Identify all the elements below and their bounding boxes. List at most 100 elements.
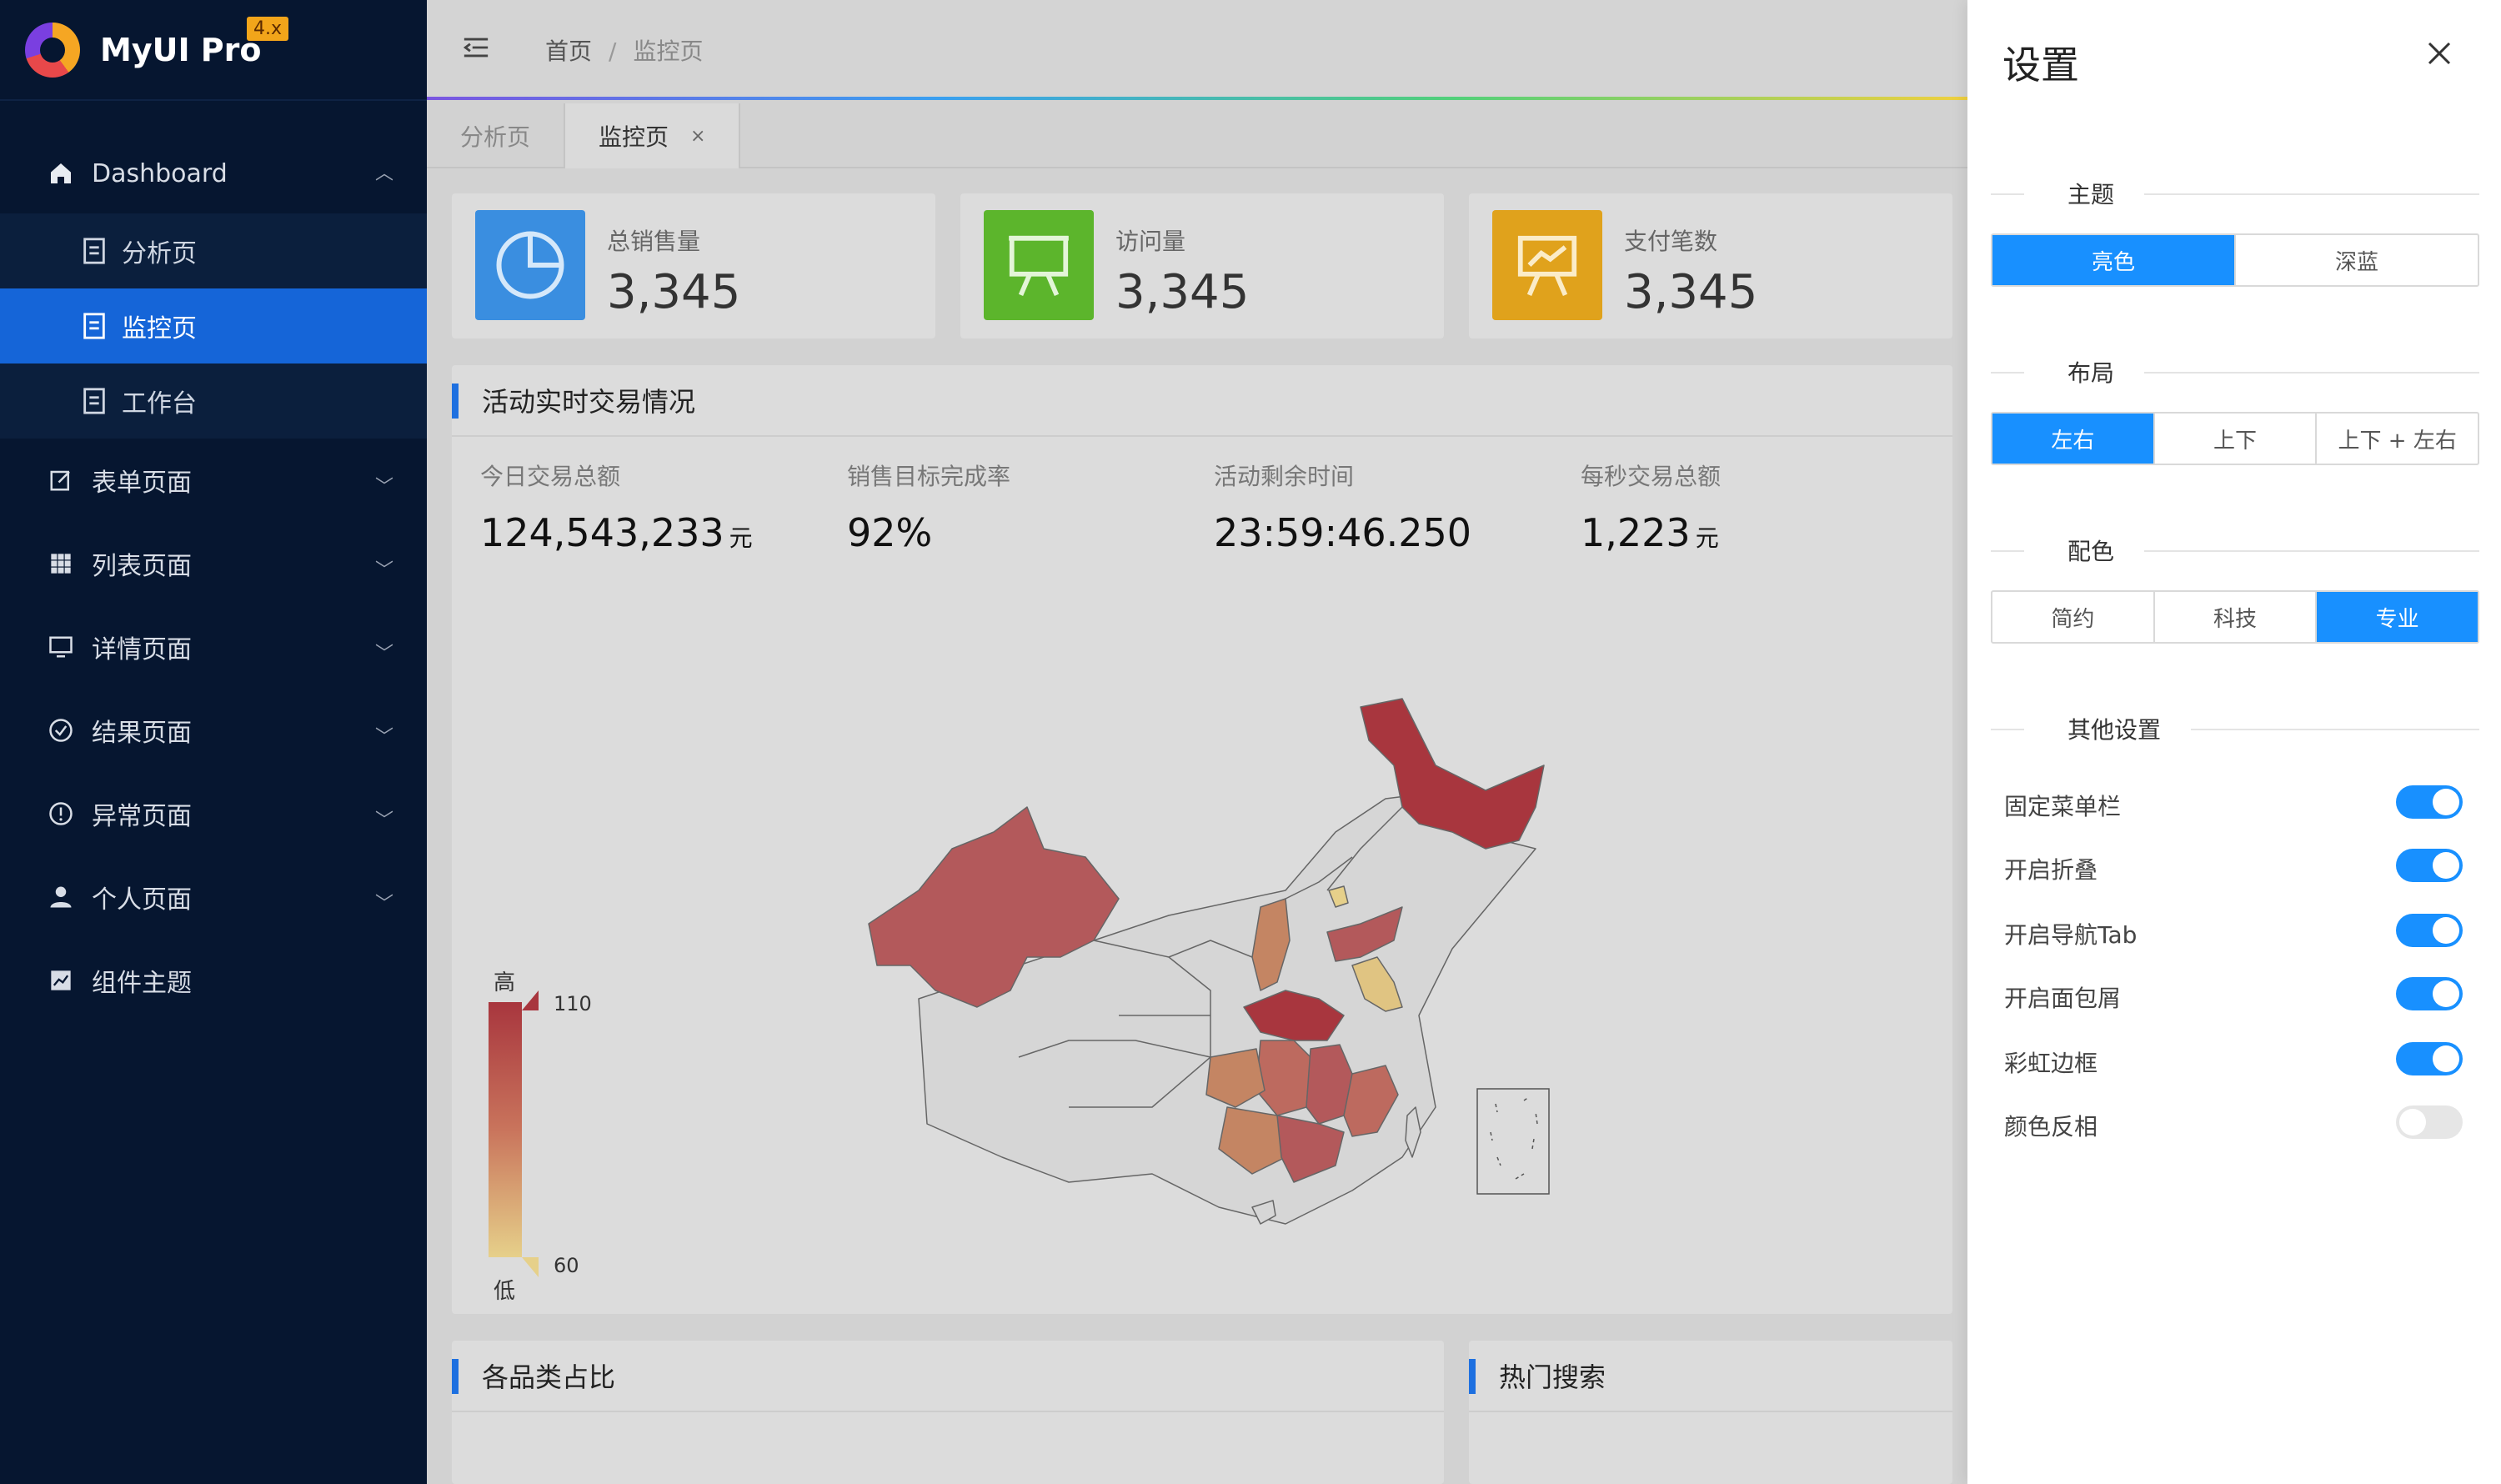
legend-low-label: 低 — [494, 1279, 516, 1304]
realtime-panel: 活动实时交易情况 今日交易总额 124,543,233 元 销售目标完成率 92%… — [452, 365, 1952, 1314]
kpi-value: 124,543,233 — [480, 510, 724, 555]
nav-tabs: 分析页 监控页 × — [427, 103, 1967, 168]
divider — [1991, 372, 2024, 374]
theme-option-light[interactable]: 亮色 — [1992, 235, 2236, 285]
chevron-down-icon: ﹀ — [374, 810, 393, 831]
layout-option-top-bottom[interactable]: 上下 — [2155, 414, 2318, 464]
visual-map-legend[interactable]: 高 110 60 低 — [489, 965, 622, 1304]
category-panel: 各品类占比 — [452, 1341, 1444, 1484]
legend-handle-top[interactable] — [522, 990, 539, 1010]
trend-board-icon — [1517, 235, 1577, 296]
document-icon — [83, 388, 105, 414]
legend-gradient-bar — [489, 1002, 522, 1257]
sidebar-item-theme[interactable]: 组件主题 — [0, 939, 427, 1022]
stat-card-payments: 支付笔数 3,345 — [1469, 193, 1952, 338]
china-map[interactable] — [819, 640, 1686, 1241]
section-theme: 主题 — [1991, 177, 2479, 210]
chevron-down-icon: ﹀ — [374, 644, 393, 664]
pie-chart-icon — [496, 231, 564, 299]
rainbow-border-toggle[interactable] — [2396, 1042, 2463, 1075]
map-region-guangdong — [1276, 1115, 1345, 1183]
chevron-up-icon: ︿ — [374, 163, 393, 184]
menu-fold-icon[interactable] — [462, 35, 490, 63]
section-label: 布局 — [2057, 355, 2125, 389]
nav-tab-toggle[interactable] — [2396, 914, 2463, 947]
settings-drawer: 设置 主题 亮色 深蓝 布局 左右 上下 上下 + 左右 配色 简约 科技 专业… — [1967, 0, 2501, 1484]
breadcrumb-toggle[interactable] — [2396, 977, 2463, 1010]
breadcrumb-home[interactable]: 首页 — [545, 38, 593, 65]
legend-handle-bottom[interactable] — [522, 1257, 539, 1277]
edit-icon — [47, 466, 75, 494]
stat-value: 3,345 — [1115, 265, 1250, 319]
divider — [1991, 729, 2024, 730]
map-region-hainan — [1251, 1200, 1276, 1225]
sidebar-item-profile[interactable]: 个人页面 ﹀ — [0, 855, 427, 939]
stat-icon-box — [984, 210, 1094, 320]
divider — [2144, 550, 2479, 552]
panel-title: 各品类占比 — [452, 1341, 1444, 1412]
sidebar-item-label: 个人页面 — [92, 885, 192, 915]
breadcrumb: 首页 / 监控页 — [545, 33, 703, 67]
sidebar-item-label: 组件主题 — [92, 969, 192, 998]
tab-monitor[interactable]: 监控页 × — [565, 103, 741, 168]
collapse-toggle[interactable] — [2396, 849, 2463, 882]
section-label: 配色 — [2057, 534, 2125, 567]
chevron-down-icon: ﹀ — [374, 560, 393, 581]
sidebar-item-analysis[interactable]: 分析页 — [0, 213, 427, 288]
sidebar-item-lists[interactable]: 列表页面 ﹀ — [0, 522, 427, 605]
sidebar-item-workbench[interactable]: 工作台 — [0, 363, 427, 439]
south-china-sea-inset — [1476, 1088, 1550, 1195]
setting-label: 彩虹边框 — [2004, 1050, 2098, 1077]
presentation-icon — [1009, 235, 1069, 296]
section-palette: 配色 — [1991, 534, 2479, 567]
hot-search-panel: 热门搜索 — [1469, 1341, 1952, 1484]
sidebar-item-results[interactable]: 结果页面 ﹀ — [0, 689, 427, 772]
palette-option-pro[interactable]: 专业 — [2317, 592, 2478, 642]
invert-color-toggle[interactable] — [2396, 1105, 2463, 1139]
kpi-value: 1,223 — [1581, 510, 1691, 555]
fixed-menu-toggle[interactable] — [2396, 785, 2463, 819]
kpi-unit: 元 — [729, 524, 753, 552]
palette-selector: 简约 科技 专业 — [1991, 590, 2479, 644]
stat-label: 支付笔数 — [1624, 228, 1718, 255]
home-icon — [47, 159, 75, 188]
breadcrumb-current: 监控页 — [633, 38, 704, 65]
legend-min: 60 — [554, 1254, 579, 1277]
tab-analysis[interactable]: 分析页 — [427, 103, 566, 168]
breadcrumb-separator: / — [609, 38, 617, 65]
theme-option-dark-blue[interactable]: 深蓝 — [2334, 249, 2378, 275]
setting-label: 颜色反相 — [2004, 1113, 2098, 1141]
map-region-guangxi — [1218, 1106, 1286, 1175]
stat-value: 3,345 — [607, 265, 741, 319]
map-region-taiwan — [1405, 1106, 1421, 1158]
sidebar-item-label: 结果页面 — [92, 719, 192, 748]
layout-option-left-right[interactable]: 左右 — [1992, 414, 2155, 464]
setting-label: 固定菜单栏 — [2004, 793, 2122, 820]
legend-max: 110 — [554, 992, 592, 1015]
sidebar-item-dashboard[interactable]: Dashboard ︿ — [0, 133, 427, 213]
sidebar-item-label: 工作台 — [122, 389, 197, 419]
logo[interactable]: MyUI Pro 4.x — [0, 0, 427, 101]
stat-icon-box — [475, 210, 585, 320]
palette-option-tech[interactable]: 科技 — [2155, 592, 2318, 642]
document-icon — [83, 238, 105, 264]
layout-option-mixed[interactable]: 上下 + 左右 — [2338, 428, 2457, 454]
close-icon[interactable]: × — [690, 125, 706, 147]
divider — [2144, 193, 2479, 195]
dashboard-submenu: 分析页 监控页 工作台 — [0, 213, 427, 439]
sidebar-item-label: 监控页 — [122, 314, 197, 343]
sidebar-item-monitor[interactable]: 监控页 — [0, 288, 427, 363]
sidebar-item-label: 列表页面 — [92, 552, 192, 581]
theme-selector: 亮色 深蓝 — [1991, 233, 2479, 287]
sidebar-item-forms[interactable]: 表单页面 ﹀ — [0, 439, 427, 522]
sidebar-item-details[interactable]: 详情页面 ﹀ — [0, 605, 427, 689]
map-internal-borders — [1018, 806, 1403, 1108]
sidebar-item-label: 分析页 — [122, 239, 197, 268]
map-region-beijing — [1328, 885, 1349, 908]
sidebar-item-exceptions[interactable]: 异常页面 ﹀ — [0, 772, 427, 855]
close-icon[interactable] — [2424, 38, 2454, 72]
kpi-label: 销售目标完成率 — [847, 463, 1011, 490]
setting-invert-color: 颜色反相 — [2004, 1105, 2463, 1141]
palette-option-simple[interactable]: 简约 — [1992, 592, 2155, 642]
setting-breadcrumb: 开启面包屑 — [2004, 977, 2463, 1012]
